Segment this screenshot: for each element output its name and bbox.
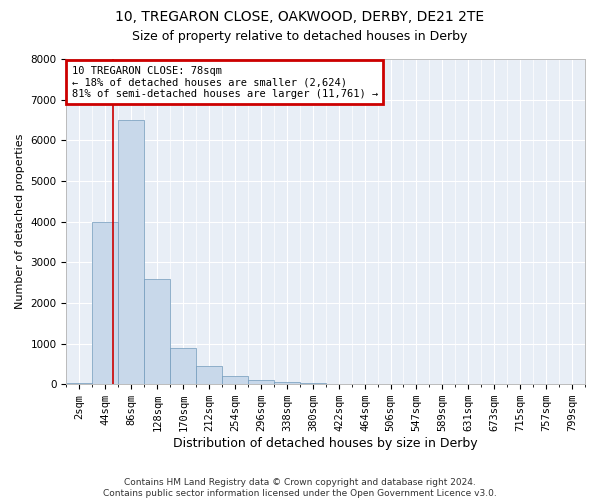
Bar [118, 120, 144, 384]
Bar [92, 222, 118, 384]
Bar [196, 366, 222, 384]
Text: 10, TREGARON CLOSE, OAKWOOD, DERBY, DE21 2TE: 10, TREGARON CLOSE, OAKWOOD, DERBY, DE21… [115, 10, 485, 24]
Bar [274, 382, 300, 384]
Bar [67, 383, 92, 384]
X-axis label: Distribution of detached houses by size in Derby: Distribution of detached houses by size … [173, 437, 478, 450]
Bar [144, 278, 170, 384]
Text: Contains HM Land Registry data © Crown copyright and database right 2024.
Contai: Contains HM Land Registry data © Crown c… [103, 478, 497, 498]
Bar [300, 383, 326, 384]
Y-axis label: Number of detached properties: Number of detached properties [15, 134, 25, 310]
Text: Size of property relative to detached houses in Derby: Size of property relative to detached ho… [133, 30, 467, 43]
Bar [170, 348, 196, 384]
Bar [222, 376, 248, 384]
Text: 10 TREGARON CLOSE: 78sqm
← 18% of detached houses are smaller (2,624)
81% of sem: 10 TREGARON CLOSE: 78sqm ← 18% of detach… [71, 66, 378, 98]
Bar [248, 380, 274, 384]
